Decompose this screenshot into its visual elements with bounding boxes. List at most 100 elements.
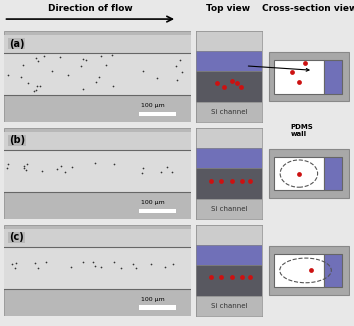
Text: 100 μm: 100 μm <box>142 103 165 108</box>
Point <box>179 69 185 74</box>
Bar <box>139 112 176 116</box>
Text: Direction of flow: Direction of flow <box>48 4 133 13</box>
Point <box>140 69 146 74</box>
Point <box>289 69 295 74</box>
Point <box>239 179 245 184</box>
Point <box>13 260 19 266</box>
Point <box>133 265 139 271</box>
Point <box>247 275 253 280</box>
Point <box>238 85 244 90</box>
Point <box>247 179 253 184</box>
Text: Si channel: Si channel <box>211 109 247 115</box>
Point <box>5 73 11 78</box>
Bar <box>274 254 324 287</box>
Point <box>302 60 308 65</box>
Text: 100 μm: 100 μm <box>142 200 165 205</box>
Point <box>21 165 27 170</box>
Text: (b): (b) <box>9 135 25 145</box>
Text: (c): (c) <box>9 232 24 242</box>
Bar <box>4 53 191 95</box>
Bar <box>196 265 262 296</box>
Point <box>58 163 63 168</box>
Point <box>165 165 170 170</box>
Bar <box>196 245 262 265</box>
Bar <box>269 246 349 295</box>
Point <box>141 165 146 170</box>
Point <box>65 73 70 78</box>
Bar <box>4 132 191 150</box>
Point <box>37 84 43 89</box>
Point <box>31 88 36 93</box>
Point <box>159 170 164 175</box>
Point <box>33 87 39 93</box>
Bar <box>196 148 262 168</box>
Point <box>218 275 224 280</box>
Point <box>25 81 31 86</box>
Point <box>12 266 18 271</box>
Point <box>79 64 84 69</box>
FancyBboxPatch shape <box>4 128 191 219</box>
Point <box>239 275 245 280</box>
Point <box>21 163 27 168</box>
Point <box>19 75 24 80</box>
Bar <box>4 35 191 53</box>
Bar <box>196 102 262 122</box>
Point <box>215 81 220 86</box>
Point <box>112 259 117 264</box>
Point <box>54 167 60 172</box>
Point <box>296 171 302 176</box>
Point <box>68 264 74 270</box>
Point <box>130 262 136 267</box>
Point <box>175 77 180 82</box>
Point <box>170 261 175 266</box>
Point <box>162 265 168 270</box>
Point <box>41 53 47 58</box>
Point <box>91 260 96 265</box>
Bar <box>324 157 342 190</box>
Point <box>80 259 86 265</box>
Text: Si channel: Si channel <box>211 303 247 309</box>
Bar <box>4 247 191 289</box>
Point <box>62 169 68 174</box>
Point <box>83 58 89 63</box>
Point <box>35 266 41 271</box>
Bar <box>196 199 262 219</box>
Bar <box>196 31 262 51</box>
Point <box>308 268 313 273</box>
Point <box>80 87 86 92</box>
Point <box>50 69 55 74</box>
Point <box>5 162 11 167</box>
Point <box>39 168 45 173</box>
Point <box>230 275 235 280</box>
FancyBboxPatch shape <box>4 225 191 316</box>
Bar <box>196 51 262 71</box>
Text: Top view: Top view <box>206 4 250 13</box>
Point <box>221 84 227 89</box>
Text: PDMS
wall: PDMS wall <box>290 124 313 137</box>
Point <box>111 161 116 166</box>
Point <box>32 260 38 266</box>
Point <box>234 81 240 86</box>
Point <box>69 164 75 170</box>
Bar <box>324 254 342 287</box>
Point <box>148 261 153 266</box>
Point <box>43 259 48 264</box>
Bar <box>274 157 324 190</box>
Point <box>296 79 302 84</box>
Bar <box>274 60 324 94</box>
Bar <box>139 305 176 309</box>
Point <box>34 83 40 88</box>
Bar <box>4 229 191 247</box>
Point <box>109 53 115 58</box>
Point <box>173 64 178 69</box>
Point <box>230 179 235 184</box>
Point <box>57 55 63 60</box>
Point <box>218 179 224 184</box>
Text: (a): (a) <box>9 38 25 49</box>
FancyBboxPatch shape <box>4 31 191 122</box>
Point <box>5 166 10 171</box>
Point <box>92 263 98 269</box>
Bar <box>196 225 262 245</box>
Text: Cross-section view: Cross-section view <box>262 4 354 13</box>
Text: 100 μm: 100 μm <box>142 297 165 302</box>
